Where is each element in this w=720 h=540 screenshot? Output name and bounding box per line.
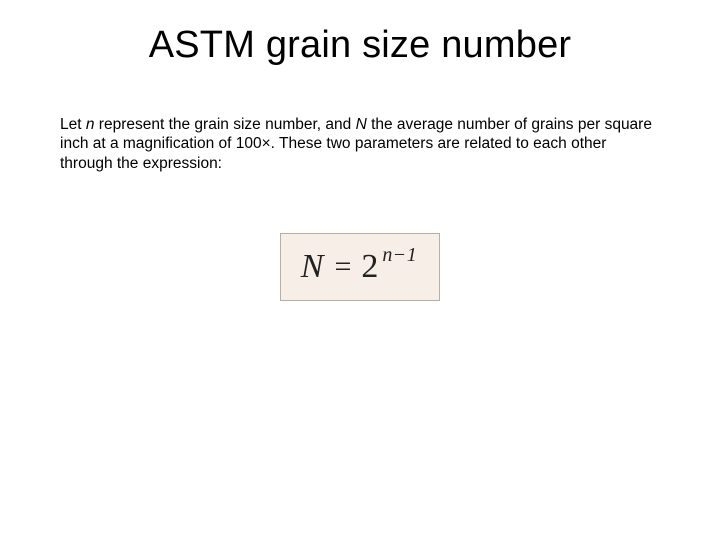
formula-container: N = 2 n−1	[60, 233, 660, 301]
formula-exponent: n−1	[382, 244, 417, 267]
body-text-pre: Let	[60, 116, 86, 133]
formula-equals: =	[334, 250, 351, 284]
formula-exp-const: 1	[407, 244, 418, 266]
slide: ASTM grain size number Let n represent t…	[0, 0, 720, 540]
var-upper-n: N	[356, 116, 367, 133]
formula-base: 2	[361, 248, 378, 286]
body-paragraph: Let n represent the grain size number, a…	[60, 115, 660, 173]
slide-title: ASTM grain size number	[60, 24, 660, 67]
formula-exp-minus: −	[393, 244, 407, 266]
body-text-mid1: represent the grain size number, and	[94, 116, 355, 133]
formula-exp-var: n	[382, 244, 393, 266]
formula-box: N = 2 n−1	[280, 233, 440, 301]
formula-lhs: N	[301, 248, 325, 286]
